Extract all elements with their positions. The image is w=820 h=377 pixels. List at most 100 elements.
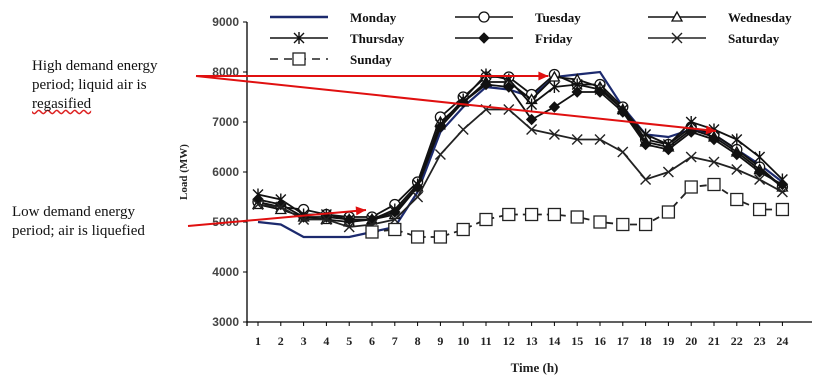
marker-diamond [617,106,629,118]
marker-x [434,149,446,160]
x-tick-label: 8 [415,334,421,348]
marker-square [570,210,584,224]
legend: Monday Tuesday Wednesday Thursday Friday Satu… [270,10,792,67]
x-tick-label: 23 [754,334,766,348]
marker-square [365,225,379,239]
marker-square [593,215,607,229]
series-line [257,73,783,218]
marker-x [457,124,469,135]
legend-label: Saturday [728,31,780,46]
marker-x [548,129,560,140]
marker-x [412,191,424,203]
marker-asterisk [548,81,560,93]
marker-diamond [753,166,766,178]
marker-x [526,124,538,135]
y-axis-title: Load (MW) [178,144,190,200]
series-thursday [252,68,788,226]
marker-x [754,174,766,185]
series-sunday [365,177,790,244]
marker-square [730,192,744,207]
marker-x [640,174,652,185]
y-tick-label: 6000 [212,165,239,179]
marker-asterisk [731,133,743,146]
annotation-high-line-1: High demand energy [32,58,158,74]
marker-x [320,214,332,225]
marker-x [731,164,743,175]
x-tick-label: 5 [346,334,352,348]
annotation-low-line-2: period; air is liquefied [12,223,145,239]
legend-item-sunday: Sunday [270,52,392,67]
marker-diamond [525,113,538,126]
marker-circle [478,11,490,23]
annotation-arrows [187,71,717,227]
legend-item-saturday: Saturday [648,31,780,46]
marker-x [685,151,697,163]
x-tick-label: 7 [392,334,398,348]
marker-asterisk [293,32,305,44]
marker-square [479,212,493,227]
marker-square [410,230,425,244]
legend-label: Monday [350,10,397,25]
y-tick-label: 3000 [212,315,239,329]
annotation-high-demand: High demand energy period; liquid air is… [32,57,158,114]
marker-asterisk [708,123,720,136]
marker-square [433,230,448,244]
marker-triangle [670,10,684,22]
legend-item-monday: Monday [270,10,397,25]
legend-label: Friday [535,31,573,46]
x-tick-label: 10 [457,334,469,348]
marker-asterisk [685,116,697,128]
series-friday [252,78,789,226]
x-tick-label: 19 [662,334,674,348]
marker-diamond [389,206,401,218]
legend-item-thursday: Thursday [270,31,405,46]
marker-square [638,217,653,232]
marker-square [684,180,698,194]
x-tick-label: 20 [685,334,697,348]
marker-diamond [731,148,743,161]
marker-diamond [411,181,424,193]
marker-diamond [571,86,583,98]
x-tick-label: 3 [301,334,307,348]
marker-square [547,207,562,222]
marker-x [343,221,355,233]
y-tick-label: 4000 [212,265,239,279]
x-tick-label: 14 [548,334,560,348]
marker-x [252,199,264,210]
x-tick-label: 6 [369,334,375,348]
marker-asterisk [640,128,652,141]
x-tick-label: 12 [503,334,515,348]
marker-diamond [434,121,447,133]
series-wednesday [251,70,789,227]
x-tick-label: 1 [255,334,261,348]
marker-square [292,52,306,66]
annotation-high-line-3: regasified [32,96,92,112]
marker-diamond [343,213,355,226]
x-tick-label: 22 [731,334,743,348]
marker-square [456,222,470,237]
annotation-low-demand: Low demand energy period; air is liquefi… [12,203,145,241]
marker-diamond [503,81,515,93]
x-tick-label: 18 [640,334,652,348]
marker-x [662,166,674,178]
y-tick-label: 9000 [212,15,239,29]
marker-asterisk [480,68,492,81]
marker-diamond [639,138,652,151]
annotation-low-line-1: Low demand energy [12,204,136,220]
marker-square [775,202,790,217]
marker-x [671,32,683,44]
x-tick-label: 15 [571,334,583,348]
series-saturday [252,104,788,233]
marker-square [707,177,721,192]
marker-diamond [480,78,492,91]
marker-x [275,201,287,213]
marker-asterisk [754,151,766,163]
marker-asterisk [526,98,538,111]
legend-label: Wednesday [728,10,792,25]
x-tick-label: 13 [526,334,538,348]
marker-square [388,222,402,237]
marker-x [617,146,629,158]
legend-item-friday: Friday [455,31,573,46]
x-tick-label: 17 [617,334,629,348]
